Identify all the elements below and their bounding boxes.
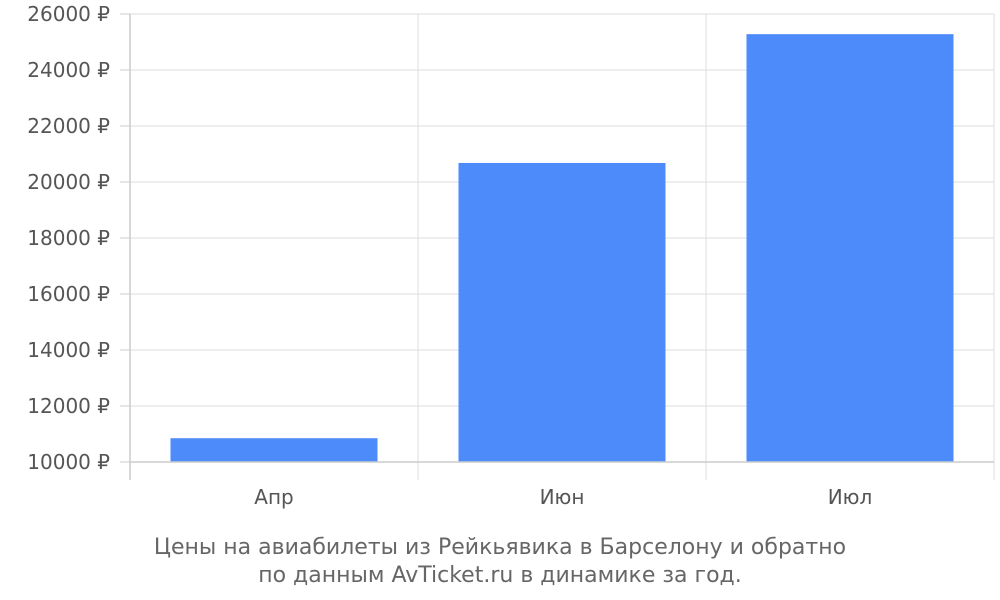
- y-tick-label: 20000 ₽: [27, 170, 110, 194]
- x-tick-label: Июл: [828, 485, 873, 509]
- chart-caption-line-2: по данным AvTicket.ru в динамике за год.: [258, 563, 742, 588]
- bar-3: [746, 34, 954, 462]
- y-tick-label: 18000 ₽: [27, 226, 110, 250]
- x-tick-label: Июн: [540, 485, 585, 509]
- y-tick-label: 10000 ₽: [27, 450, 110, 474]
- bar-2: [458, 162, 666, 462]
- x-tick-labels: Апр Июн Июл: [254, 485, 872, 509]
- bars: [170, 34, 954, 462]
- bar-1: [170, 438, 378, 462]
- y-tick-label: 14000 ₽: [27, 338, 110, 362]
- axes: [120, 13, 994, 480]
- y-tick-label: 16000 ₽: [27, 282, 110, 306]
- y-tick-label: 26000 ₽: [27, 2, 110, 26]
- bar-chart: 10000 ₽ 12000 ₽ 14000 ₽ 16000 ₽ 18000 ₽ 20000…: [27, 2, 995, 509]
- y-tick-label: 22000 ₽: [27, 114, 110, 138]
- y-tick-label: 24000 ₽: [27, 58, 110, 82]
- x-tick-label: Апр: [254, 485, 293, 509]
- chart-caption-line-1: Цены на авиабилеты из Рейкьявика в Барсе…: [153, 535, 847, 560]
- y-tick-label: 12000 ₽: [27, 394, 110, 418]
- y-tick-labels: 10000 ₽ 12000 ₽ 14000 ₽ 16000 ₽ 18000 ₽ 20000…: [27, 2, 110, 474]
